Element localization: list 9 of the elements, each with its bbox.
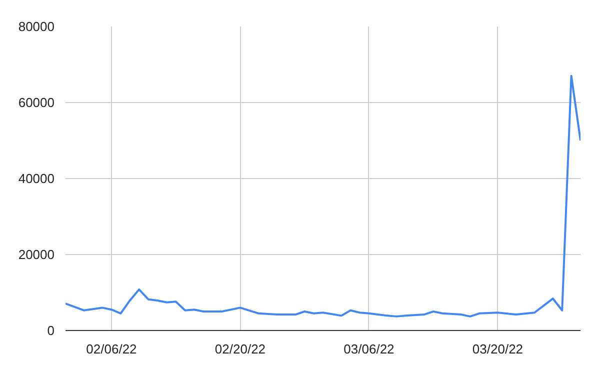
y-tick-label: 0 [47, 323, 55, 338]
y-tick-label: 80000 [18, 19, 55, 34]
y-tick-label: 20000 [18, 247, 55, 262]
x-tick-label: 03/06/22 [344, 342, 394, 356]
x-tick-label: 03/20/22 [472, 342, 524, 356]
x-tick-label: 02/20/22 [214, 342, 266, 356]
y-tick-label: 40000 [18, 171, 55, 186]
x-tick-label: 02/06/22 [86, 342, 137, 356]
y-tick-label: 60000 [18, 95, 55, 110]
